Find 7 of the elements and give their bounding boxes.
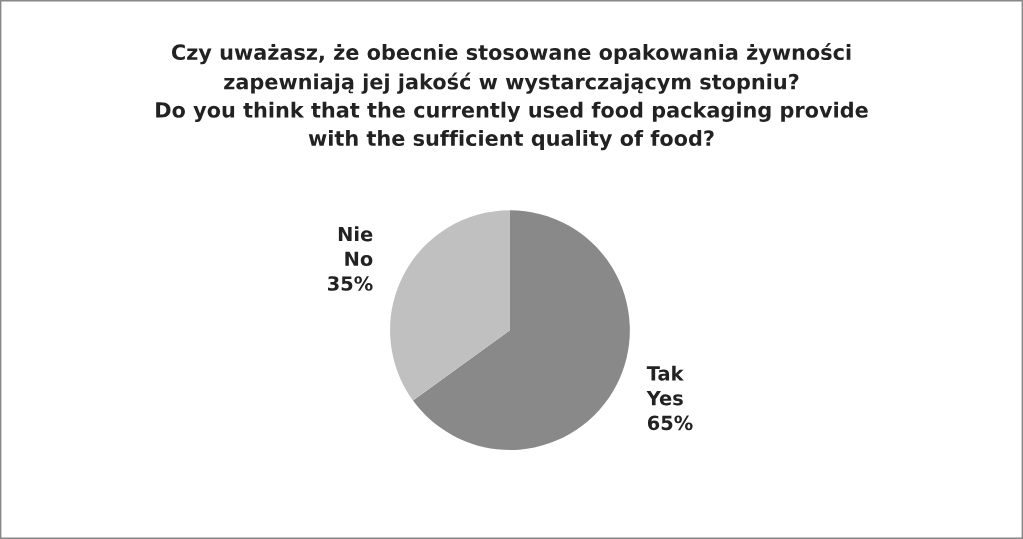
data-label: 35% xyxy=(327,276,373,291)
pie-slice xyxy=(390,210,510,401)
data-label: 65% xyxy=(647,415,693,431)
pie-slice xyxy=(412,210,630,451)
chart-title: Czy uważasz, że obecnie stosowane opakowania żywności zapewniają jej jakość w wystarczającym stopniu? Do you think that the currently used food packaging provide with the sufficient quality of food? xyxy=(156,43,868,151)
slice-label: Tak Yes xyxy=(646,365,684,406)
slice-label: Nie No xyxy=(338,226,373,267)
